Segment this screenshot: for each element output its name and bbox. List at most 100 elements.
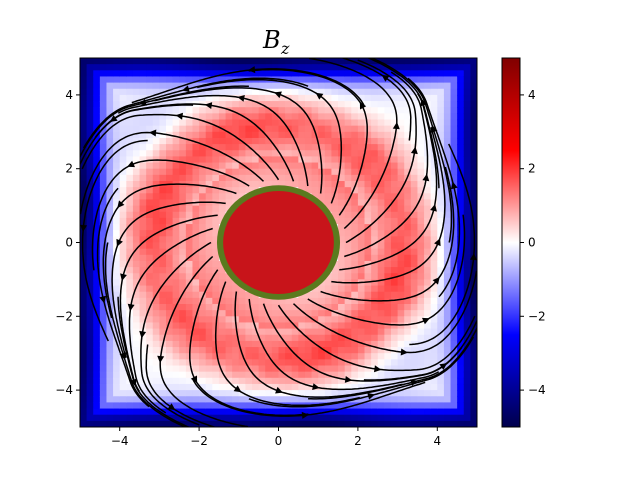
heatmap-cell	[404, 230, 412, 237]
heatmap-cell	[232, 383, 240, 391]
heatmap-cell	[318, 144, 326, 151]
heatmap-cell	[410, 174, 419, 182]
heatmap-cell	[192, 119, 200, 127]
heatmap-cell	[86, 181, 94, 188]
heatmap-cell	[298, 347, 306, 354]
heatmap-cell	[443, 113, 452, 121]
heatmap-cell	[371, 279, 379, 287]
heatmap-cell	[404, 353, 412, 360]
heatmap-cell	[463, 408, 471, 416]
heatmap-cell	[80, 205, 88, 213]
heatmap-cell	[113, 150, 121, 157]
heatmap-cell	[424, 414, 432, 422]
heatmap-cell	[357, 365, 366, 373]
heatmap-cell	[404, 371, 412, 379]
heatmap-cell	[152, 211, 160, 219]
heatmap-cell	[99, 156, 108, 164]
heatmap-cell	[179, 58, 187, 65]
heatmap-cell	[443, 316, 452, 324]
heatmap-cell	[364, 310, 372, 317]
heatmap-cell	[119, 187, 127, 194]
heatmap-cell	[397, 199, 405, 207]
heatmap-cell	[245, 359, 253, 367]
heatmap-cell	[192, 82, 200, 90]
heatmap-cell	[232, 131, 240, 139]
heatmap-cell	[457, 285, 465, 293]
heatmap-cell	[80, 248, 88, 256]
heatmap-cell	[384, 316, 392, 324]
heatmap-cell	[205, 316, 213, 324]
heatmap-cell	[424, 353, 432, 360]
heatmap-cell	[205, 181, 213, 188]
heatmap-cell	[212, 297, 220, 305]
heatmap-cell	[324, 359, 333, 367]
heatmap-cell	[404, 279, 412, 287]
heatmap-cell	[457, 254, 465, 262]
heatmap-cell	[324, 322, 333, 330]
heatmap-cell	[146, 137, 154, 145]
heatmap-cell	[252, 144, 260, 151]
heatmap-cell	[285, 70, 293, 78]
heatmap-cell	[424, 402, 432, 410]
heatmap-cell	[417, 76, 425, 84]
heatmap-cell	[331, 131, 339, 139]
heatmap-cell	[126, 211, 134, 219]
heatmap-cell	[450, 328, 458, 336]
heatmap-cell	[298, 113, 306, 121]
heatmap-cell	[271, 414, 280, 422]
heatmap-cell	[457, 402, 465, 410]
heatmap-cell	[238, 162, 247, 170]
heatmap-cell	[185, 64, 194, 71]
heatmap-cell	[99, 205, 108, 213]
heatmap-cell	[304, 347, 313, 354]
heatmap-cell	[410, 70, 419, 78]
heatmap-cell	[252, 365, 260, 373]
heatmap-cell	[119, 254, 127, 262]
heatmap-cell	[159, 322, 167, 330]
heatmap-cell	[212, 217, 220, 225]
heatmap-cell	[192, 340, 200, 348]
heatmap-cell	[357, 144, 366, 151]
heatmap-cell	[106, 402, 114, 410]
heatmap-cell	[338, 199, 346, 207]
heatmap-cell	[139, 310, 147, 317]
heatmap-cell	[430, 396, 438, 403]
heatmap-cell	[166, 119, 174, 127]
heatmap-cell	[159, 187, 167, 194]
heatmap-cell	[225, 383, 233, 391]
heatmap-cell	[457, 371, 465, 379]
heatmap-cell	[132, 70, 141, 78]
heatmap-cell	[437, 383, 445, 391]
heatmap-cell	[457, 113, 465, 121]
heatmap-cell	[119, 82, 127, 90]
heatmap-cell	[371, 242, 379, 250]
heatmap-cell	[450, 156, 458, 164]
streamline-arrow	[274, 91, 282, 99]
heatmap-cell	[304, 396, 313, 403]
heatmap-cell	[205, 125, 213, 133]
heatmap-cell	[357, 328, 366, 336]
heatmap-cell	[338, 64, 346, 71]
heatmap-cell	[430, 371, 438, 379]
heatmap-cell	[126, 137, 134, 145]
heatmap-cell	[463, 101, 471, 108]
heatmap-cell	[344, 267, 352, 274]
heatmap-cell	[377, 113, 385, 121]
streamline-arrow	[344, 376, 353, 383]
heatmap-cell	[404, 304, 412, 311]
heatmap-cell	[185, 420, 194, 427]
heatmap-cell	[357, 254, 366, 262]
heatmap-cell	[338, 113, 346, 121]
heatmap-cell	[457, 64, 465, 71]
streamline-arrow	[432, 277, 440, 285]
heatmap-cell	[331, 340, 339, 348]
heatmap-cell	[271, 131, 280, 139]
heatmap-cell	[430, 217, 438, 225]
heatmap-cell	[192, 304, 200, 311]
heatmap-cell	[430, 340, 438, 348]
heatmap-cell	[199, 137, 207, 145]
heatmap-cell	[470, 383, 477, 391]
heatmap-cell	[463, 322, 471, 330]
heatmap-cell	[252, 420, 260, 427]
heatmap-cell	[351, 76, 359, 84]
